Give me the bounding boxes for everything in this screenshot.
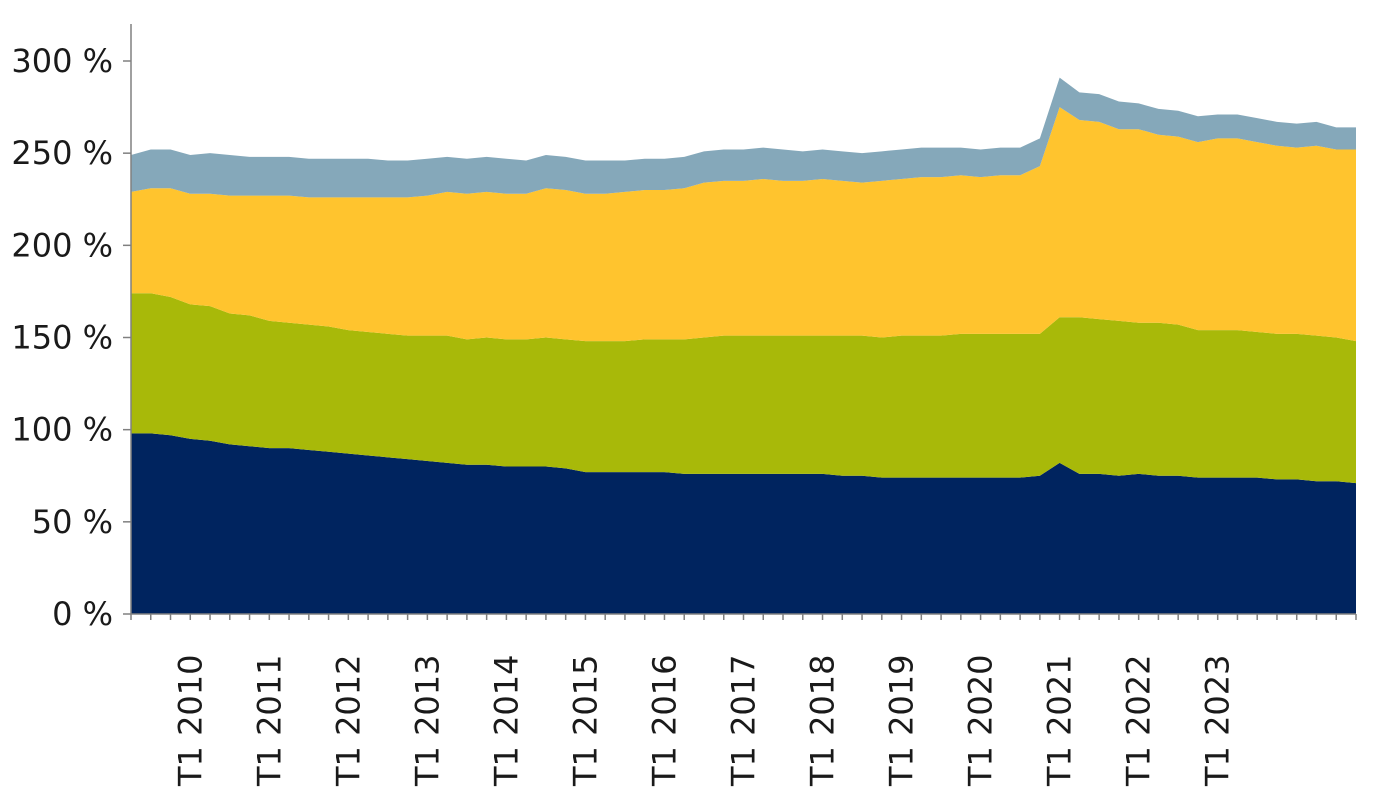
y-tick-label: 300 % xyxy=(11,42,113,80)
y-tick-label: 50 % xyxy=(32,503,113,541)
x-tick-label: T1 2012 xyxy=(329,654,367,787)
x-tick-label: T1 2021 xyxy=(1041,654,1079,787)
series-area-3 xyxy=(131,107,1356,342)
series-area-2 xyxy=(131,293,1356,484)
x-tick-label: T1 2018 xyxy=(804,654,842,787)
y-tick-label: 100 % xyxy=(11,411,113,449)
x-axis-ticks: T1 2010 T1 2011 T1 2012 T1 2013 T1 2014 T1 20… xyxy=(130,614,1357,787)
series-area-1 xyxy=(131,433,1356,614)
y-tick-label: 250 % xyxy=(11,134,113,172)
series-areas xyxy=(131,77,1356,614)
x-tick-label: T1 2015 xyxy=(566,654,604,787)
x-tick-label: T1 2023 xyxy=(1199,654,1237,787)
series-area-4 xyxy=(131,77,1356,198)
x-tick-label: T1 2022 xyxy=(1120,654,1158,787)
x-tick-label: T1 2011 xyxy=(250,654,288,787)
y-tick-label: 150 % xyxy=(11,319,113,357)
x-tick-label: T1 2020 xyxy=(962,654,1000,787)
x-tick-label: T1 2014 xyxy=(487,654,525,787)
y-axis-ticks: 0 % 50 % 100 % 150 % 200 % 250 % 300 % xyxy=(11,42,131,633)
x-tick-label: T1 2010 xyxy=(171,654,209,787)
y-tick-label: 0 % xyxy=(52,595,113,633)
x-tick-label: T1 2019 xyxy=(883,654,921,787)
x-tick-label: T1 2017 xyxy=(725,654,763,787)
y-tick-label: 200 % xyxy=(11,226,113,264)
x-tick-label: T1 2013 xyxy=(408,654,446,787)
x-tick-label: T1 2016 xyxy=(645,654,683,787)
